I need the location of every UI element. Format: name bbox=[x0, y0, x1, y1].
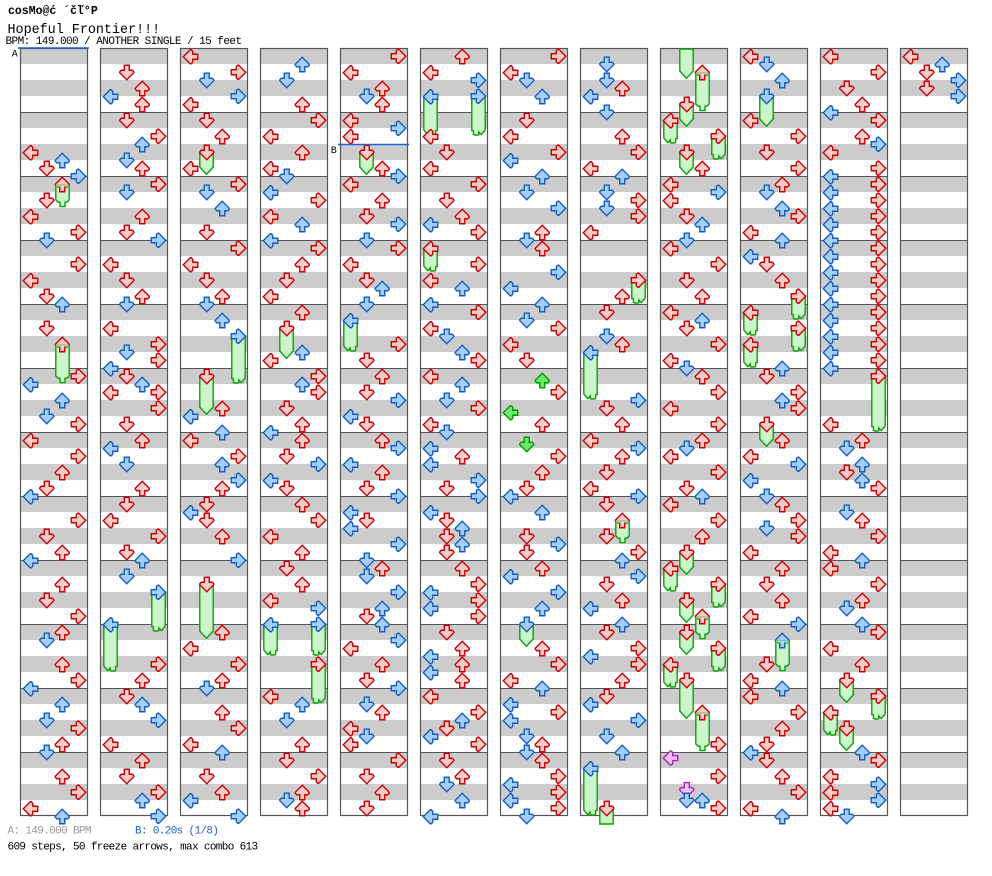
svg-text:B: 0.20s (1/8): B: 0.20s (1/8) bbox=[135, 826, 218, 838]
svg-text:A: 149.000 BPM: A: 149.000 BPM bbox=[8, 826, 91, 838]
svg-text:B: B bbox=[331, 146, 337, 157]
svg-text:cosMo@ć ´čľ°P: cosMo@ć ´čľ°P bbox=[8, 5, 98, 18]
svg-text:BPM: 149.000 / ANOTHER SINGLE: BPM: 149.000 / ANOTHER SINGLE / 15 feet bbox=[6, 36, 242, 48]
svg-text:609 steps, 50 freeze arrows, m: 609 steps, 50 freeze arrows, max combo 6… bbox=[8, 842, 258, 854]
svg-text:Hopeful Frontier!!!: Hopeful Frontier!!! bbox=[8, 23, 161, 38]
svg-text:A: A bbox=[12, 50, 18, 61]
